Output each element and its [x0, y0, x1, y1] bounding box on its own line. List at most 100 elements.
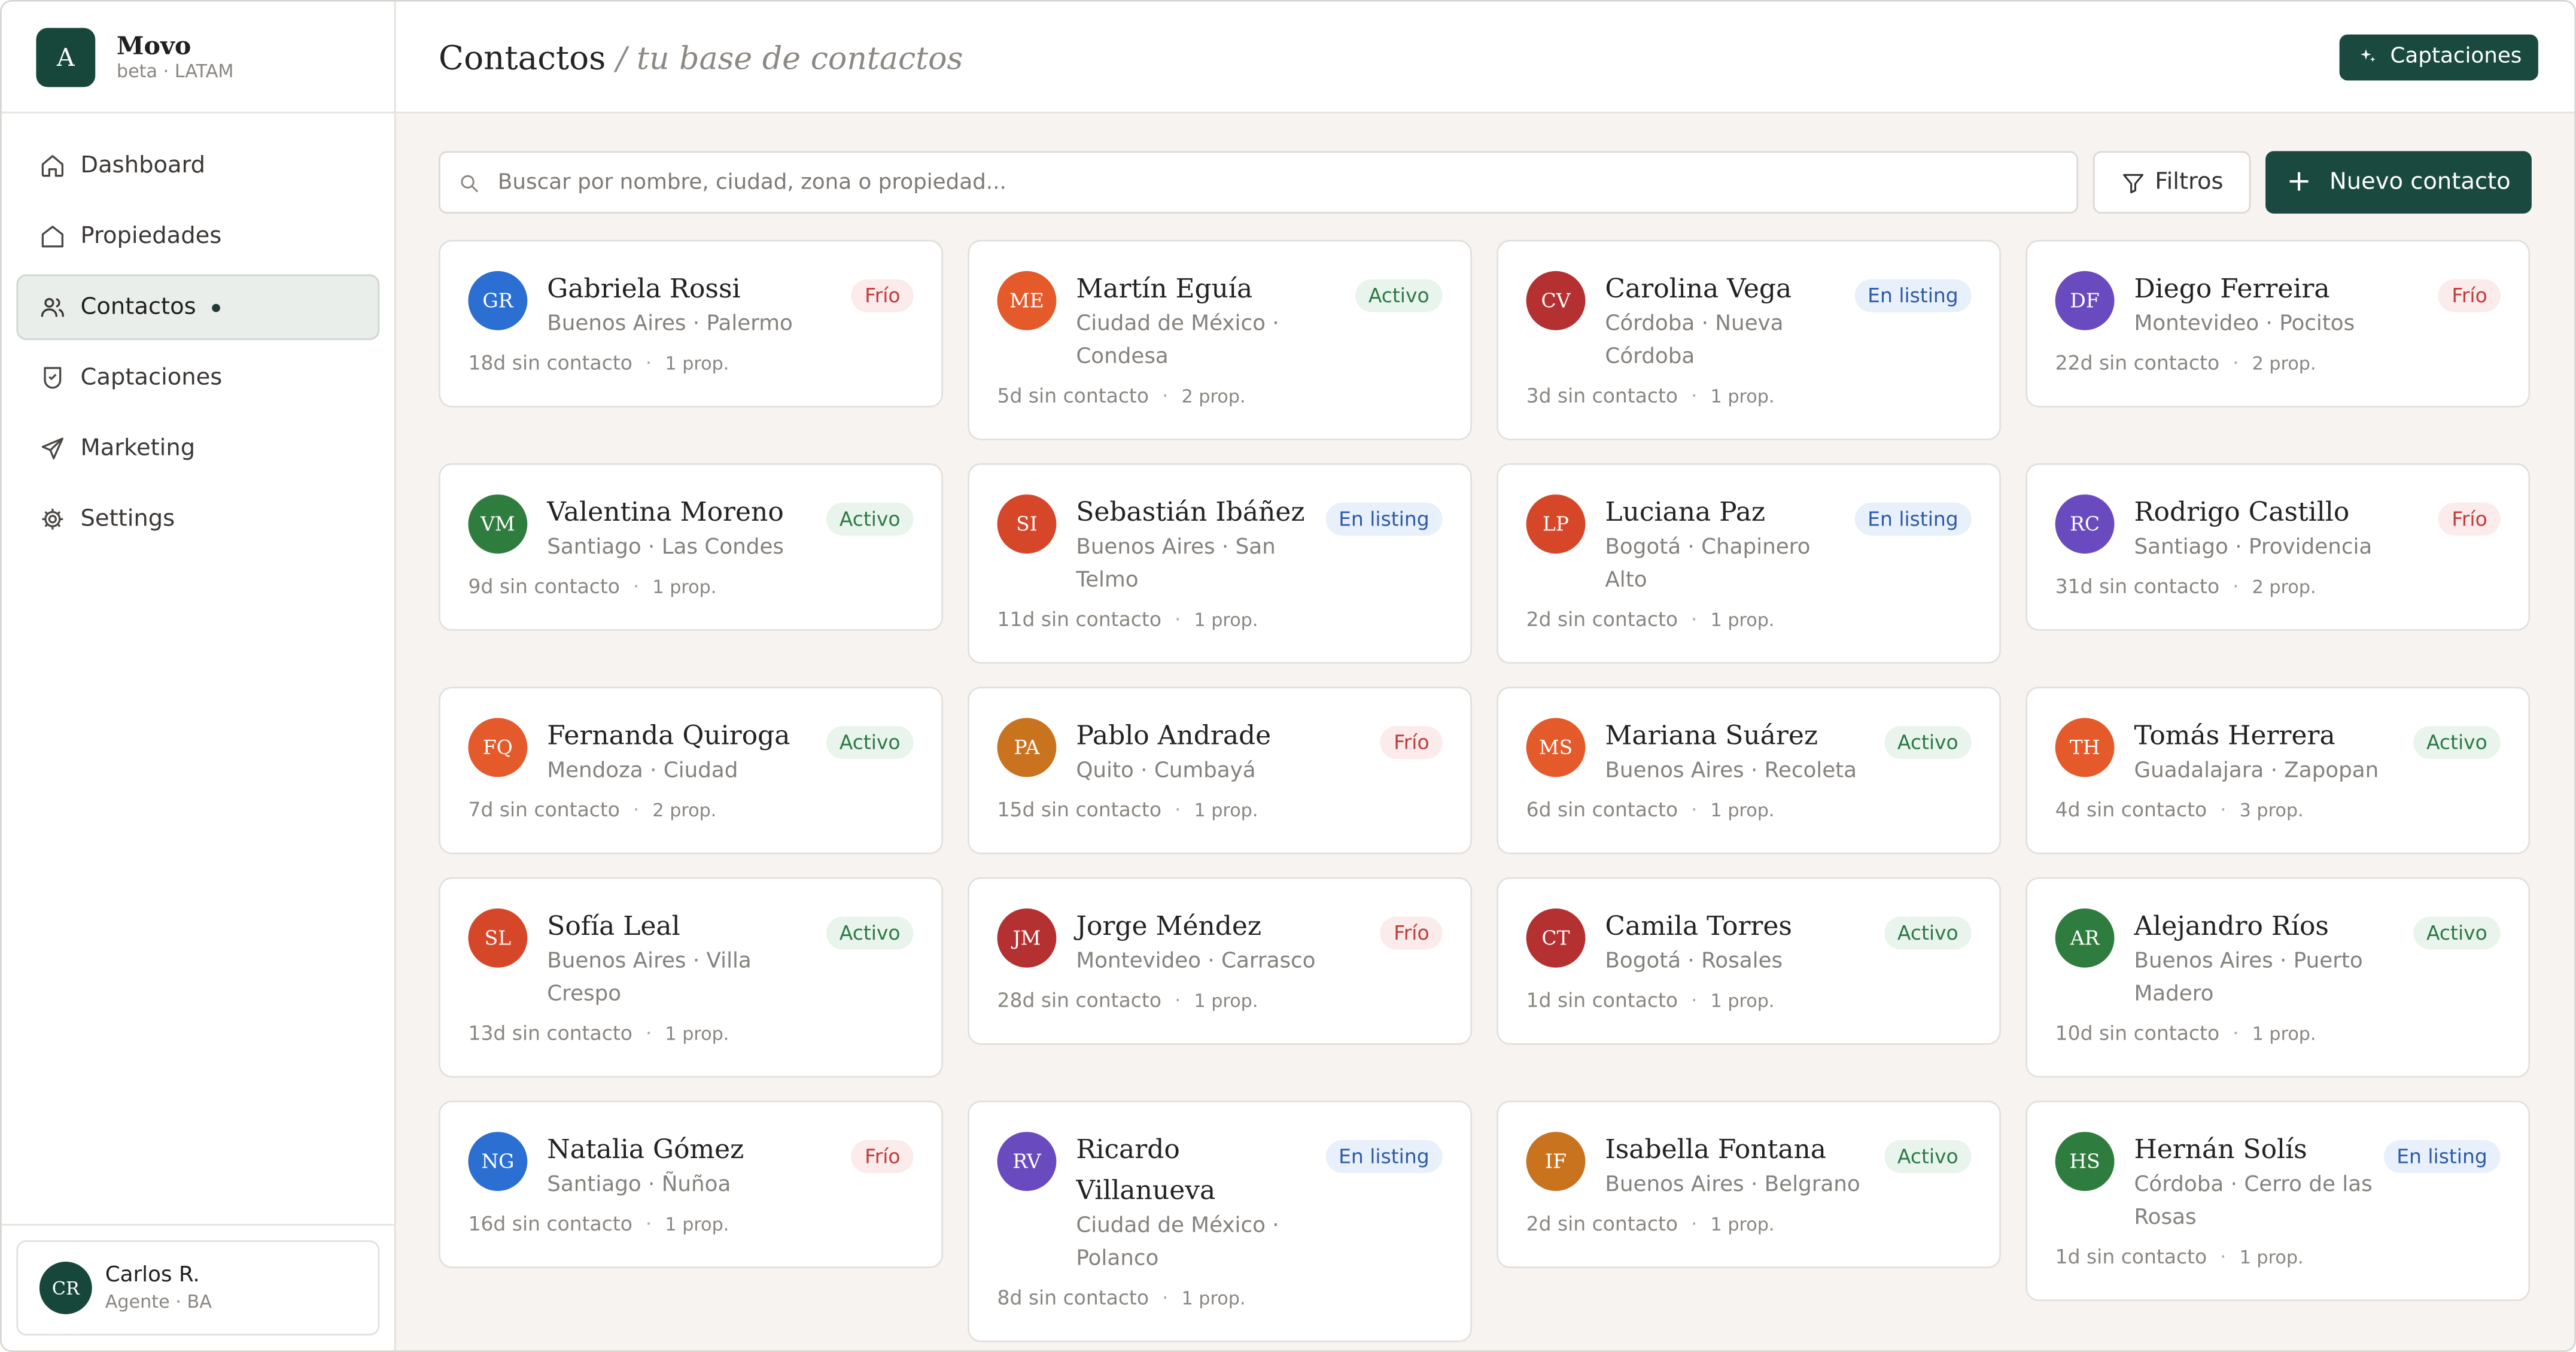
contact-location: Montevideo · Carrasco	[1076, 949, 1316, 974]
meta-separator: ·	[632, 575, 640, 598]
contact-card[interactable]: HS Hernán Solís Córdoba · Cerro de las Ros…	[2025, 1101, 2531, 1301]
contact-card-header: MS Mariana Suárez Buenos Aires · Recoleta A…	[1526, 715, 1972, 789]
contact-name: Valentina Moreno	[547, 496, 784, 528]
contact-name: Carolina Vega	[1605, 272, 1792, 304]
contact-card[interactable]: NG Natalia Gómez Santiago · Ñuñoa Frío 16d s…	[439, 1101, 943, 1269]
sidebar-item-propiedades[interactable]: Propiedades	[16, 203, 379, 269]
contact-name: Tomás Herrera	[2134, 719, 2335, 751]
last-contact-text: 10d sin contacto	[2055, 1022, 2220, 1045]
contact-info: Luciana Paz Bogotá · Chapinero Alto	[1605, 491, 1854, 598]
contact-info: Hernán Solís Córdoba · Cerro de las Rosas	[2134, 1129, 2383, 1235]
contact-card[interactable]: VM Valentina Moreno Santiago · Las Condes A…	[439, 463, 943, 631]
page-title-main: Contactos	[439, 37, 606, 77]
contact-info: Jorge Méndez Montevideo · Carrasco	[1076, 905, 1380, 979]
contact-meta: 1d sin contacto · 1 prop.	[1526, 986, 1972, 1017]
meta-separator: ·	[2233, 1022, 2239, 1045]
sidebar-item-settings[interactable]: Settings	[16, 486, 379, 552]
contact-card[interactable]: RC Rodrigo Castillo Santiago · Providencia…	[2025, 463, 2531, 631]
contact-info: Ricardo Villanueva Ciudad de México · Pol…	[1076, 1129, 1325, 1277]
contact-card[interactable]: PA Pablo Andrade Quito · Cumbayá Frío 15d si…	[968, 686, 1473, 855]
search-icon	[461, 174, 478, 192]
contact-location: Ciudad de México · Polanco	[1076, 1214, 1279, 1272]
contact-info: Natalia Gómez Santiago · Ñuñoa	[547, 1129, 851, 1203]
meta-separator: ·	[645, 1022, 652, 1045]
sidebar-item-marketing[interactable]: Marketing	[16, 415, 379, 481]
contact-card-header: SI Sebastián Ibáñez Buenos Aires · San Tel…	[997, 491, 1443, 598]
avatar: GR	[468, 271, 528, 330]
contact-name: Hernán Solís	[2134, 1133, 2307, 1165]
contact-card[interactable]: FQ Fernanda Quiroga Mendoza · Ciudad Activo…	[439, 686, 943, 855]
contact-card[interactable]: AR Alejandro Ríos Buenos Aires · Puerto Ma…	[2025, 877, 2531, 1078]
status-badge: Activo	[1884, 1140, 1972, 1173]
contact-meta: 7d sin contacto · 2 prop.	[468, 795, 913, 827]
contact-card[interactable]: IF Isabella Fontana Buenos Aires · Belgran…	[1497, 1101, 2002, 1269]
contact-card-header: JM Jorge Méndez Montevideo · Carrasco Frío	[997, 905, 1443, 979]
contact-card-header: TH Tomás Herrera Guadalajara · Zapopan Acti…	[2055, 715, 2501, 789]
contact-location: Ciudad de México · Condesa	[1076, 312, 1279, 370]
contact-card-header: RC Rodrigo Castillo Santiago · Providencia…	[2055, 491, 2501, 566]
filters-button-label: Filtros	[2155, 169, 2224, 196]
contact-name: Pablo Andrade	[1076, 719, 1272, 751]
avatar: TH	[2055, 718, 2115, 777]
user-profile-card[interactable]: CR Carlos R. Agente · BA	[16, 1240, 380, 1336]
contact-card[interactable]: CT Camila Torres Bogotá · Rosales Activo 1d …	[1497, 877, 2002, 1045]
contact-info: Camila Torres Bogotá · Rosales	[1605, 905, 1884, 979]
search-input[interactable]	[497, 170, 2077, 195]
app-logo[interactable]: A	[36, 27, 96, 87]
brand: A Movo beta · LATAM	[1, 2, 394, 114]
last-contact-text: 7d sin contacto	[468, 798, 620, 822]
sidebar-item-label: Dashboard	[80, 153, 206, 180]
contact-card[interactable]: CV Carolina Vega Córdoba · Nueva Córdoba En…	[1497, 239, 2002, 440]
contact-info: Rodrigo Castillo Santiago · Providencia	[2134, 491, 2438, 566]
contact-card[interactable]: LP Luciana Paz Bogotá · Chapinero Alto En l…	[1497, 463, 2002, 664]
property-count: 2 prop.	[1181, 386, 1246, 408]
contact-name: Natalia Gómez	[547, 1133, 744, 1165]
contact-location: Buenos Aires · Recoleta	[1605, 759, 1857, 784]
contact-location: Mendoza · Ciudad	[547, 759, 738, 784]
last-contact-text: 4d sin contacto	[2055, 798, 2207, 822]
contact-card[interactable]: RV Ricardo Villanueva Ciudad de México · P…	[968, 1101, 1473, 1342]
status-badge: Activo	[2413, 726, 2501, 759]
filters-button[interactable]: Filtros	[2093, 151, 2251, 214]
last-contact-text: 22d sin contacto	[2055, 351, 2220, 375]
captaciones-button[interactable]: Captaciones	[2339, 34, 2538, 80]
contact-name: Isabella Fontana	[1605, 1133, 1827, 1165]
contact-card[interactable]: TH Tomás Herrera Guadalajara · Zapopan Acti…	[2025, 686, 2531, 855]
property-count: 1 prop.	[665, 353, 729, 375]
property-count: 1 prop.	[1710, 991, 1775, 1012]
contact-card-header: GR Gabriela Rossi Buenos Aires · Palermo Fr…	[468, 268, 914, 342]
meta-separator: ·	[1691, 989, 1698, 1012]
last-contact-text: 2d sin contacto	[1526, 1212, 1678, 1236]
contacts-content: Filtros + Nuevo contacto GR Gabriela Ross…	[396, 113, 2575, 1350]
contact-location: Quito · Cumbayá	[1076, 759, 1256, 784]
last-contact-text: 1d sin contacto	[1526, 989, 1678, 1012]
last-contact-text: 6d sin contacto	[1526, 798, 1678, 822]
contact-card[interactable]: MS Mariana Suárez Buenos Aires · Recoleta A…	[1497, 686, 2002, 855]
contact-meta: 4d sin contacto · 3 prop.	[2055, 795, 2501, 827]
avatar: DF	[2055, 271, 2115, 330]
contact-name: Sofía Leal	[547, 910, 680, 941]
contact-location: Córdoba · Nueva Córdoba	[1605, 312, 1784, 370]
contact-card[interactable]: SI Sebastián Ibáñez Buenos Aires · San Tel…	[968, 463, 1473, 664]
contact-card[interactable]: ME Martín Eguía Ciudad de México · Condesa…	[968, 239, 1473, 440]
contact-location: Santiago · Ñuñoa	[547, 1172, 731, 1198]
contact-card[interactable]: GR Gabriela Rossi Buenos Aires · Palermo Fr…	[439, 239, 943, 408]
new-contact-button[interactable]: + Nuevo contacto	[2265, 151, 2532, 214]
contact-card[interactable]: JM Jorge Méndez Montevideo · Carrasco Frío 2…	[968, 877, 1473, 1045]
property-count: 1 prop.	[2239, 1247, 2304, 1269]
sidebar-item-dashboard[interactable]: Dashboard	[16, 133, 379, 199]
contact-meta: 13d sin contacto · 1 prop.	[468, 1019, 913, 1050]
sidebar-item-contactos[interactable]: Contactos	[16, 274, 380, 341]
meta-separator: ·	[1174, 989, 1181, 1012]
contact-card[interactable]: SL Sofía Leal Buenos Aires · Villa Crespo A…	[439, 877, 943, 1078]
avatar: PA	[997, 718, 1057, 777]
property-count: 1 prop.	[665, 1023, 729, 1045]
property-count: 1 prop.	[665, 1214, 729, 1236]
contact-location: Córdoba · Cerro de las Rosas	[2134, 1172, 2373, 1231]
sidebar-item-captaciones[interactable]: Captaciones	[16, 345, 379, 411]
status-badge: En listing	[1854, 502, 1972, 536]
contact-card[interactable]: DF Diego Ferreira Montevideo · Pocitos Frío…	[2025, 239, 2531, 408]
avatar: SL	[468, 908, 528, 968]
avatar: RC	[2055, 494, 2115, 554]
contact-info: Diego Ferreira Montevideo · Pocitos	[2134, 268, 2438, 342]
